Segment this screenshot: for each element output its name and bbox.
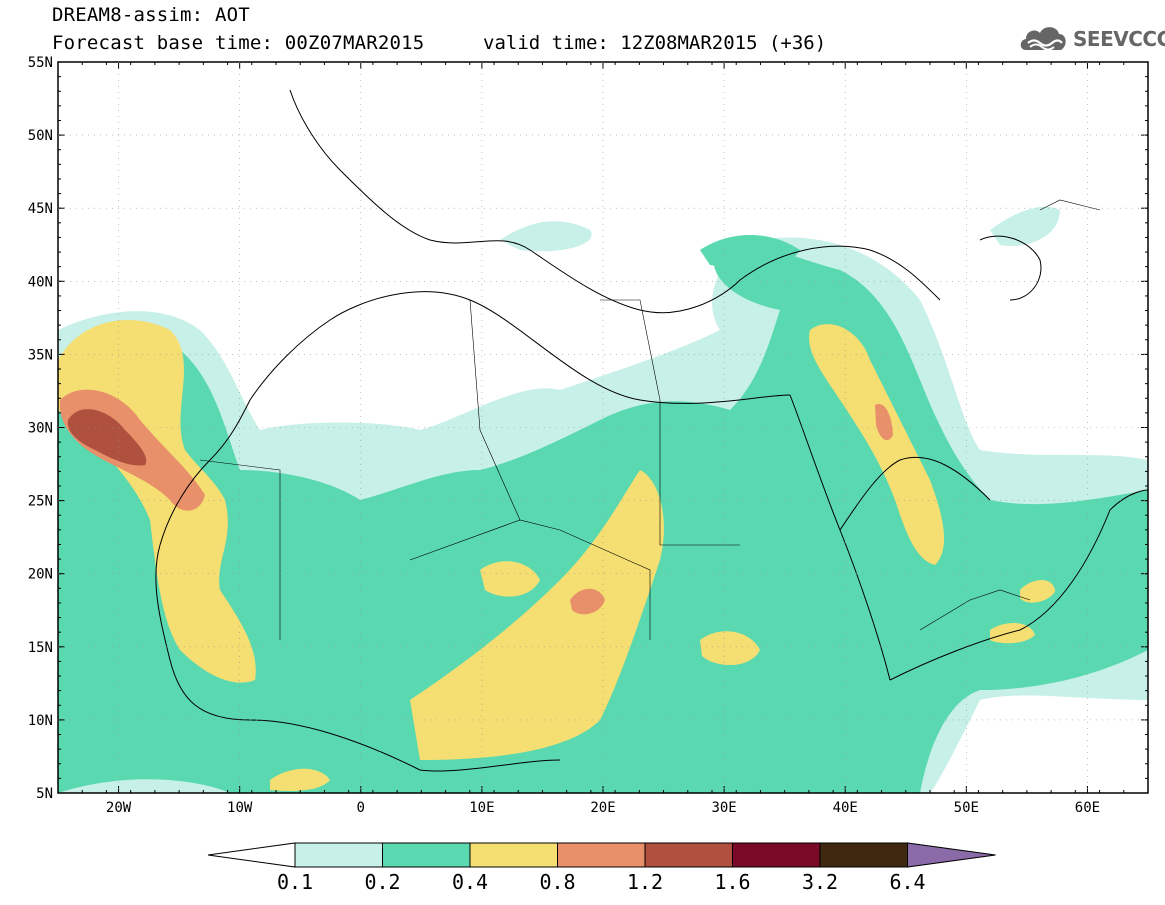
lon-tick-label: 40E: [833, 800, 858, 816]
brand-name: SEEVCCC: [1073, 27, 1165, 51]
colorbar-high-arrow: [907, 842, 996, 868]
valid-time: valid time: 12Z08MAR2015 (+36): [483, 32, 827, 54]
lat-tick-label: 25N: [28, 494, 53, 510]
aot-band-0.8-iraq: [875, 404, 893, 441]
aot-band-0.4-s3: [270, 768, 330, 791]
lon-tick-label: 50E: [954, 800, 979, 816]
lat-tick-label: 30N: [28, 421, 53, 437]
lon-tick-label: 10E: [469, 800, 494, 816]
colorbar-swatch: [557, 842, 646, 868]
aot-band-0.1-ne: [990, 206, 1060, 246]
aot-band-0.4-iraq: [809, 324, 945, 565]
seevccc-logo: SEEVCCC: [1018, 22, 1165, 56]
forecast-base-time: Forecast base time: 00Z07MAR2015: [52, 32, 425, 54]
longitude-labels: 20W 10W 0 10E 20E 30E 40E 50E 60E: [106, 800, 1100, 816]
lon-tick-label: 20E: [590, 800, 615, 816]
aot-band-0.8-central: [570, 588, 605, 615]
colorbar-label: 0.4: [452, 870, 488, 894]
lon-tick-label: 20W: [106, 800, 132, 816]
colorbar-labels: 0.1 0.2 0.4 0.8 1.2 1.6 3.2 6.4: [277, 870, 926, 894]
lat-tick-label: 40N: [28, 274, 53, 290]
coastlines: [155, 89, 1148, 772]
colorbar-label: 0.8: [539, 870, 575, 894]
aot-band-1.2: [67, 409, 147, 466]
lat-tick-label: 45N: [28, 201, 53, 217]
latitude-labels: 55N 50N 45N 40N 35N 30N 25N 20N 15N 10N 5N: [28, 55, 53, 802]
aot-band-0.4-s2: [700, 631, 760, 666]
lat-tick-label: 35N: [28, 347, 53, 363]
colorbar-swatch: [644, 842, 733, 868]
aot-band-0.4-s1: [480, 561, 540, 597]
colorbar-swatch: [294, 842, 383, 868]
colorbar-swatch: [819, 842, 908, 868]
aot-band-0.1-n: [500, 221, 592, 252]
colorbar-label: 1.2: [627, 870, 663, 894]
lon-tick-label: 0: [357, 800, 365, 816]
colorbar-label: 3.2: [802, 870, 838, 894]
aot-band-0.4-central: [410, 470, 664, 760]
colorbar-swatch: [382, 842, 471, 868]
borders: [199, 199, 1101, 640]
lat-tick-label: 50N: [28, 128, 53, 144]
colorbar-label: 0.2: [364, 870, 400, 894]
colorbar-swatch: [732, 842, 821, 868]
lat-tick-label: 5N: [36, 786, 53, 802]
cloud-icon: [1020, 27, 1066, 51]
colorbar-low-arrow: [207, 842, 296, 868]
colorbar-label: 6.4: [889, 870, 925, 894]
lat-tick-label: 55N: [28, 55, 53, 71]
lat-tick-label: 10N: [28, 713, 53, 729]
colorbar-label: 0.1: [277, 870, 313, 894]
lat-tick-label: 20N: [28, 567, 53, 583]
aot-band-0.4-s5: [1020, 580, 1055, 603]
colorbar-swatch: [469, 842, 558, 868]
lon-tick-label: 60E: [1075, 800, 1100, 816]
map-title: DREAM8-assim: AOT: [52, 4, 250, 26]
lon-tick-label: 10W: [227, 800, 253, 816]
lat-tick-label: 15N: [28, 640, 53, 656]
colorbar-label: 1.6: [714, 870, 750, 894]
lon-tick-label: 30E: [711, 800, 736, 816]
colorbar: [207, 842, 996, 868]
